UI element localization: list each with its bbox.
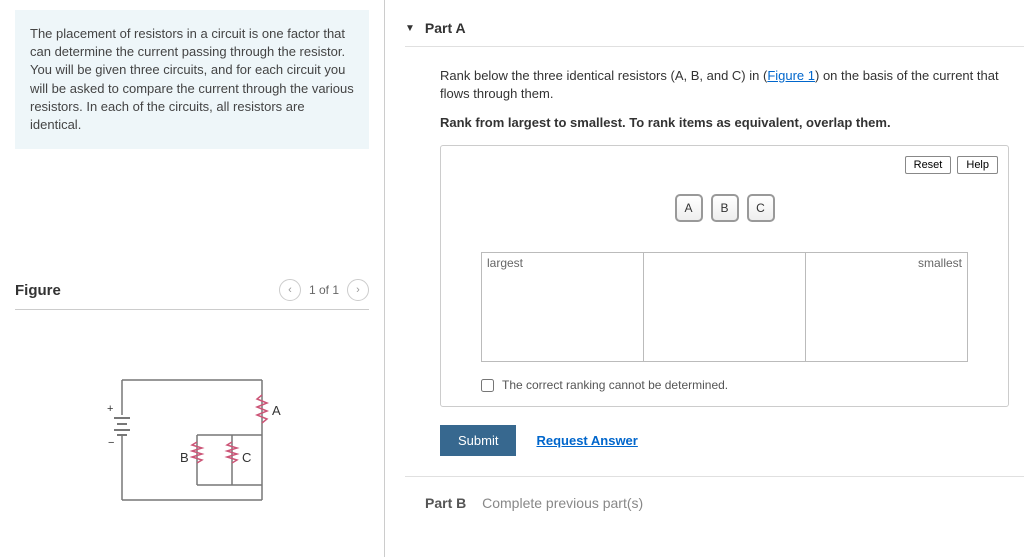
svg-text:−: − [108, 437, 114, 449]
cannot-determine-label: The correct ranking cannot be determined… [502, 378, 728, 392]
figure-page-text: 1 of 1 [309, 283, 339, 297]
rank-item-b[interactable]: B [711, 194, 739, 222]
rank-item-a[interactable]: A [675, 194, 703, 222]
next-figure-button[interactable]: › [347, 279, 369, 301]
rank-controls: Reset Help [451, 156, 998, 174]
rank-label-left: largest [487, 256, 523, 270]
rank-label-right: smallest [918, 256, 962, 270]
part-a-title: Part A [425, 20, 466, 36]
circuit-diagram: + − A B C [15, 360, 369, 510]
prev-figure-button[interactable]: ‹ [279, 279, 301, 301]
part-b-label: Part B [425, 495, 466, 511]
cannot-determine-checkbox[interactable] [481, 379, 494, 392]
rank-labels: largest smallest [481, 256, 968, 270]
part-a-body: Rank below the three identical resistors… [405, 47, 1024, 476]
resistor-c-label: C [242, 450, 251, 465]
instruction-text: Rank below the three identical resistors… [440, 67, 1009, 103]
part-b-header: Part B Complete previous part(s) [405, 476, 1024, 521]
submit-button[interactable]: Submit [440, 425, 516, 456]
rank-items-pool: A B C [451, 194, 998, 222]
collapse-icon: ▼ [405, 23, 415, 34]
right-column: ▼ Part A Rank below the three identical … [385, 0, 1024, 557]
reset-button[interactable]: Reset [905, 156, 952, 174]
instruction-bold: Rank from largest to smallest. To rank i… [440, 115, 1009, 130]
instruction-pre: Rank below the three identical resistors… [440, 68, 767, 83]
resistor-a-label: A [272, 403, 281, 418]
figure-nav: ‹ 1 of 1 › [279, 279, 369, 301]
part-b-text: Complete previous part(s) [482, 495, 643, 511]
main-container: The placement of resistors in a circuit … [0, 0, 1024, 557]
figure-section: Figure ‹ 1 of 1 › [15, 279, 369, 510]
rank-item-c[interactable]: C [747, 194, 775, 222]
intro-text: The placement of resistors in a circuit … [15, 10, 369, 149]
svg-text:+: + [107, 403, 113, 415]
ranking-widget: Reset Help A B C largest smallest [440, 145, 1009, 407]
part-a-header[interactable]: ▼ Part A [405, 10, 1024, 47]
figure-link[interactable]: Figure 1 [767, 68, 815, 83]
resistor-b-label: B [180, 450, 189, 465]
request-answer-link[interactable]: Request Answer [536, 433, 637, 448]
figure-header: Figure ‹ 1 of 1 › [15, 279, 369, 310]
figure-title: Figure [15, 282, 61, 299]
help-button[interactable]: Help [957, 156, 998, 174]
cannot-determine-row: The correct ranking cannot be determined… [451, 374, 998, 396]
submit-row: Submit Request Answer [440, 425, 1009, 456]
left-column: The placement of resistors in a circuit … [0, 0, 385, 557]
rank-bins-wrapper: largest smallest [481, 252, 968, 362]
